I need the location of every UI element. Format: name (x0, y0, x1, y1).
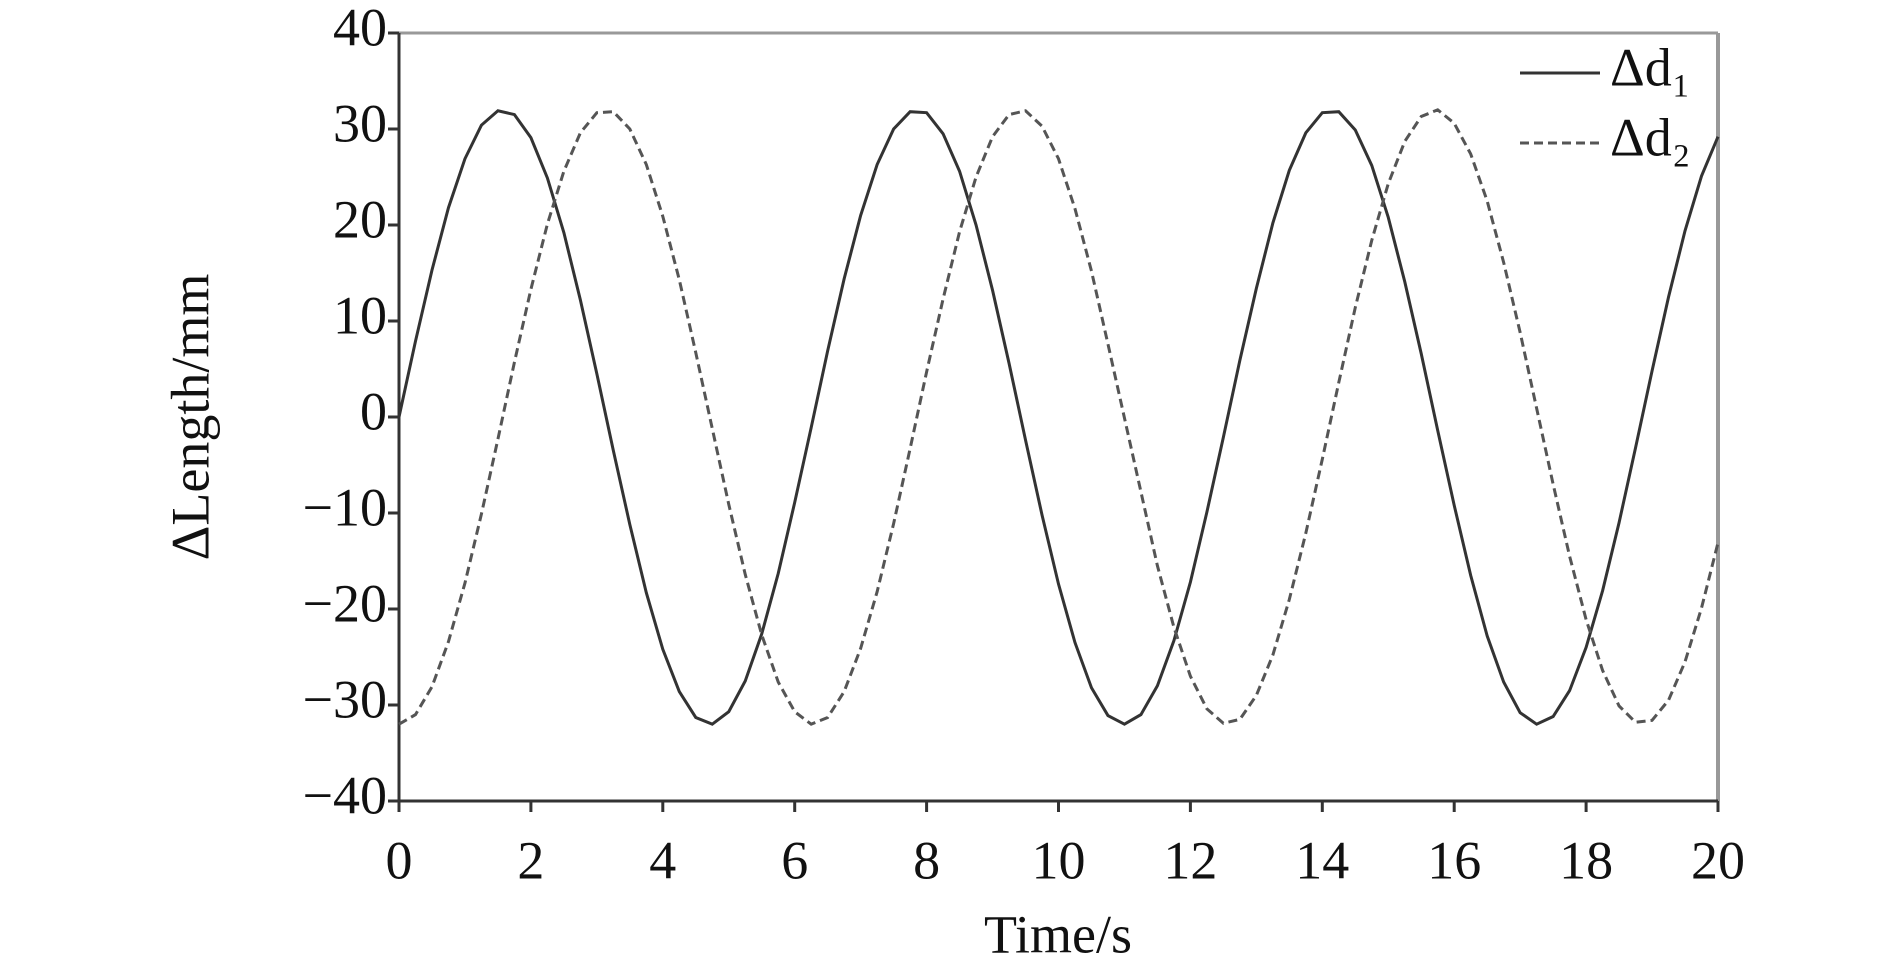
legend-label: Δd₂ (1610, 107, 1691, 167)
series-line (397, 109, 1720, 726)
y-tick-label: −30 (303, 669, 387, 729)
y-tick-label: −10 (303, 477, 387, 537)
y-tick-label: 20 (333, 189, 387, 249)
x-tick-label: 16 (1427, 830, 1481, 890)
x-tick-label: 4 (649, 830, 676, 890)
x-tick-label: 10 (1032, 830, 1086, 890)
y-tick-label: 30 (333, 93, 387, 153)
legend-label: Δd₁ (1610, 37, 1691, 97)
y-tick-label: 0 (360, 381, 387, 441)
y-tick-label: −20 (303, 573, 387, 633)
x-tick-label: 12 (1163, 830, 1217, 890)
x-tick-label: 2 (517, 830, 544, 890)
x-axis-label: Time/s (984, 904, 1132, 964)
x-tick-label: 20 (1691, 830, 1745, 890)
series-line (398, 108, 1720, 726)
y-tick-label: −40 (303, 765, 387, 825)
x-tick-label: 0 (386, 830, 413, 890)
y-axis-label: ΔLength/mm (160, 274, 220, 561)
y-tick-label: 10 (333, 285, 387, 345)
y-tick-label: 40 (333, 0, 387, 57)
x-tick-label: 14 (1295, 830, 1349, 890)
x-tick-label: 6 (781, 830, 808, 890)
x-tick-label: 18 (1559, 830, 1613, 890)
x-tick-label: 8 (913, 830, 940, 890)
